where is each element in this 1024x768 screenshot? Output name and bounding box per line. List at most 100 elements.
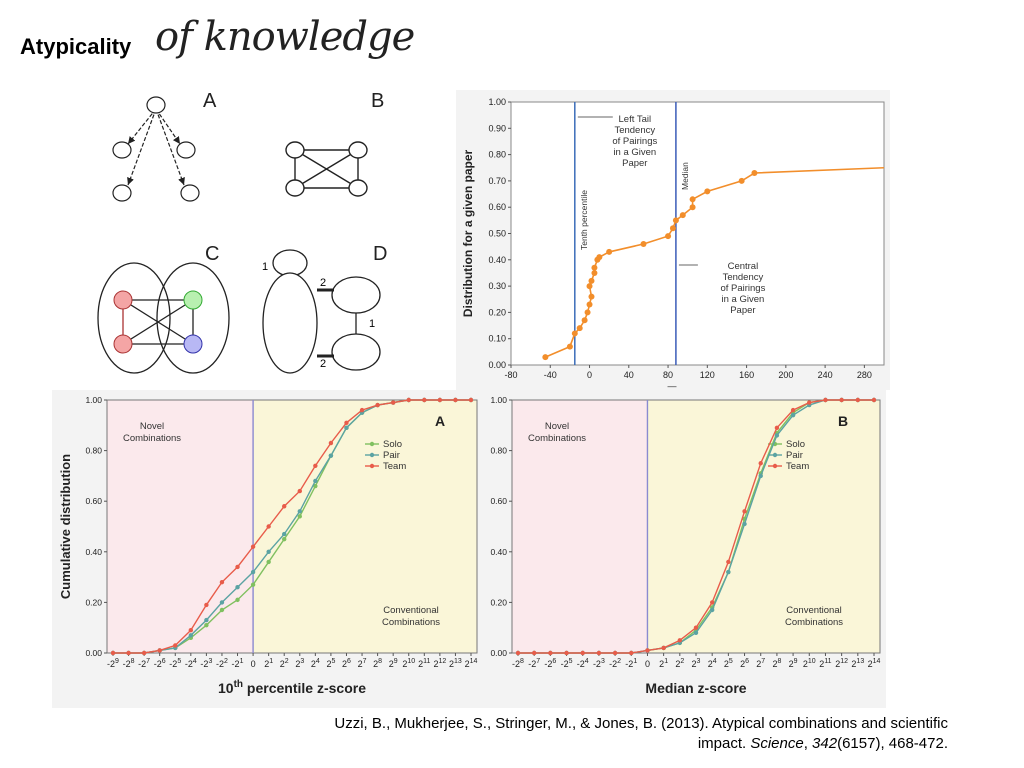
y-tick-label: 0.00: [490, 648, 507, 658]
data-point: [344, 420, 349, 425]
conventional-region: [253, 400, 477, 653]
data-point: [204, 617, 209, 623]
x-tick-label: -26: [154, 658, 166, 669]
x-tick-label: -24: [185, 658, 197, 669]
reference-line-label: Median: [680, 162, 690, 190]
data-point: [235, 564, 240, 570]
data-point: [282, 531, 287, 537]
d-edge-label: 2: [320, 277, 326, 289]
annotation-text: Left Tail: [619, 114, 652, 125]
x-tick-label: 23: [295, 658, 304, 669]
annotation-text: Paper: [622, 158, 647, 169]
data-point: [855, 397, 861, 403]
x-tick-label: 22: [280, 658, 289, 669]
x-tick-label: 240: [818, 370, 833, 380]
data-point: [250, 544, 256, 549]
data-point: [677, 638, 683, 643]
x-tick-label: 23: [692, 658, 701, 669]
data-point: [282, 536, 287, 542]
conventional-region: [647, 400, 880, 653]
d-edge-label: 1: [369, 318, 375, 330]
y-axis-label: Distribution for a given paper: [461, 150, 475, 318]
x-tick-label: -26: [544, 658, 556, 669]
x-tick-label: -80: [504, 370, 517, 380]
data-point: [738, 177, 745, 184]
node-red-bottom: [113, 334, 133, 354]
novel-region: [107, 400, 254, 653]
data-point: [709, 607, 715, 613]
citation-prefix: impact.: [697, 735, 751, 752]
diagram-label-b: B: [371, 90, 384, 112]
x-axis-label: Median z-score: [645, 680, 746, 696]
distribution-chart: A 0.000.100.200.300.400.500.600.700.800.…: [456, 90, 890, 390]
data-point: [328, 440, 334, 446]
x-tick-label: -40: [544, 370, 557, 380]
data-point: [515, 650, 521, 656]
data-point: [266, 559, 271, 565]
data-point: [606, 248, 613, 255]
data-point: [591, 264, 598, 271]
data-point: [313, 478, 318, 484]
data-point: [390, 400, 396, 405]
data-point: [204, 622, 209, 628]
data-point: [742, 521, 747, 527]
data-point: [839, 397, 844, 403]
data-point: [672, 217, 679, 224]
x-tick-label: 0: [645, 659, 650, 669]
region-label: Novel: [140, 421, 164, 432]
y-tick-label: 0.80: [85, 446, 102, 456]
data-point: [328, 453, 334, 458]
x-tick-label: 213: [851, 658, 864, 669]
data-point: [774, 425, 780, 431]
y-tick-label: 0.60: [85, 496, 102, 506]
x-tick-label: -25: [169, 658, 181, 669]
legend-marker: [772, 452, 778, 458]
data-point: [437, 397, 443, 403]
legend-marker: [369, 463, 375, 469]
data-point: [726, 569, 731, 575]
x-axis-label: 10th percentile z-score: [218, 679, 366, 696]
data-point: [790, 412, 796, 418]
x-tick-label: 210: [803, 658, 816, 669]
data-point: [344, 425, 349, 431]
data-point: [375, 402, 380, 408]
region-label: Combinations: [123, 433, 181, 444]
citation-volume: 342: [812, 735, 838, 752]
x-tick-label: 29: [389, 658, 398, 669]
x-tick-label: 0: [251, 659, 256, 669]
novel-region: [512, 400, 648, 653]
y-tick-label: 0.20: [85, 597, 102, 607]
y-tick-label: 0.40: [488, 255, 506, 265]
data-point: [453, 397, 458, 403]
x-tick-label: -28: [512, 658, 524, 669]
citation-pages: (6157), 468-472.: [837, 735, 948, 752]
legend-label: Pair: [383, 450, 400, 461]
data-point: [823, 397, 828, 403]
x-tick-label: 80: [663, 370, 673, 380]
x-tick-label: 40: [624, 370, 634, 380]
x-tick-label: 211: [819, 658, 831, 669]
annotation-text: Central: [728, 261, 759, 272]
data-point: [591, 269, 598, 276]
y-tick-label: 0.90: [488, 123, 506, 133]
y-tick-label: 1.00: [490, 395, 507, 405]
data-point: [584, 309, 591, 316]
legend-label: Pair: [786, 450, 803, 461]
reference-line-label: Tenth percentile: [579, 190, 589, 250]
legend-label: Team: [383, 461, 406, 472]
annotation-text: Tendency: [723, 272, 764, 283]
data-point: [110, 650, 116, 656]
x-tick-label: 27: [358, 658, 367, 669]
data-point: [204, 602, 209, 608]
data-point: [807, 400, 812, 405]
x-tick-label: 210: [402, 658, 415, 669]
y-axis-label: Cumulative distribution: [58, 454, 73, 599]
node-red-top: [113, 290, 133, 310]
data-point: [250, 569, 256, 575]
region-label: Novel: [545, 421, 569, 432]
x-tick-label: 25: [326, 658, 335, 669]
x-tick-label: 22: [675, 658, 684, 669]
annotation-text: Tendency: [614, 125, 655, 136]
data-point: [313, 483, 318, 489]
